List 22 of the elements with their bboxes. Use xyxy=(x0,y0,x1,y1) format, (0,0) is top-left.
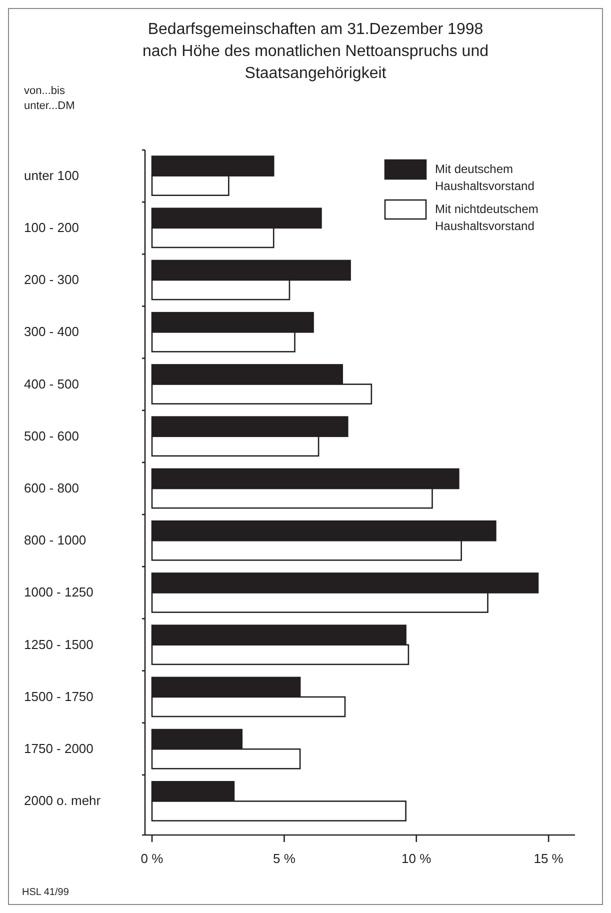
x-tick-label: 10 % xyxy=(402,851,432,866)
x-tick-label: 5 % xyxy=(272,851,296,866)
legend-label: Mit deutschem Haushaltsvorstand xyxy=(435,162,534,193)
y-tick-label: 2000 o. mehr xyxy=(24,793,102,808)
y-tick-label: 100 - 200 xyxy=(24,220,79,235)
y-tick-label: 500 - 600 xyxy=(24,428,79,444)
y-tick-label: 1500 - 1750 xyxy=(24,688,94,704)
y-tick-label: unter 100 xyxy=(24,168,79,183)
y-tick-label: 800 - 1000 xyxy=(24,532,86,548)
text: HSL 41/99 xyxy=(22,887,70,898)
legend-label: Mit nichtdeutschem Haushaltsvorstand xyxy=(435,202,538,233)
y-tick-label: 200 - 300 xyxy=(24,272,79,288)
y-tick-label: 1750 - 2000 xyxy=(24,741,94,756)
y-tick-label: 600 - 800 xyxy=(24,480,79,496)
y-tick-label: 1000 - 1250 xyxy=(24,584,94,600)
chart-title: Bedarfsgemeinschaften am 31.Dezember 1998 nach Höhe des monatlichen Nettoanspruchs und Staatsangehörigkeit xyxy=(142,21,488,82)
y-tick-label: 400 - 500 xyxy=(24,376,79,392)
x-tick-label: 0 % xyxy=(140,851,164,866)
y-axis-title: von...bis unter...DM xyxy=(24,85,75,112)
y-tick-label: 300 - 400 xyxy=(24,324,79,340)
x-tick-label: 15 % xyxy=(534,851,564,866)
y-tick-label: 1250 - 1500 xyxy=(24,636,94,652)
